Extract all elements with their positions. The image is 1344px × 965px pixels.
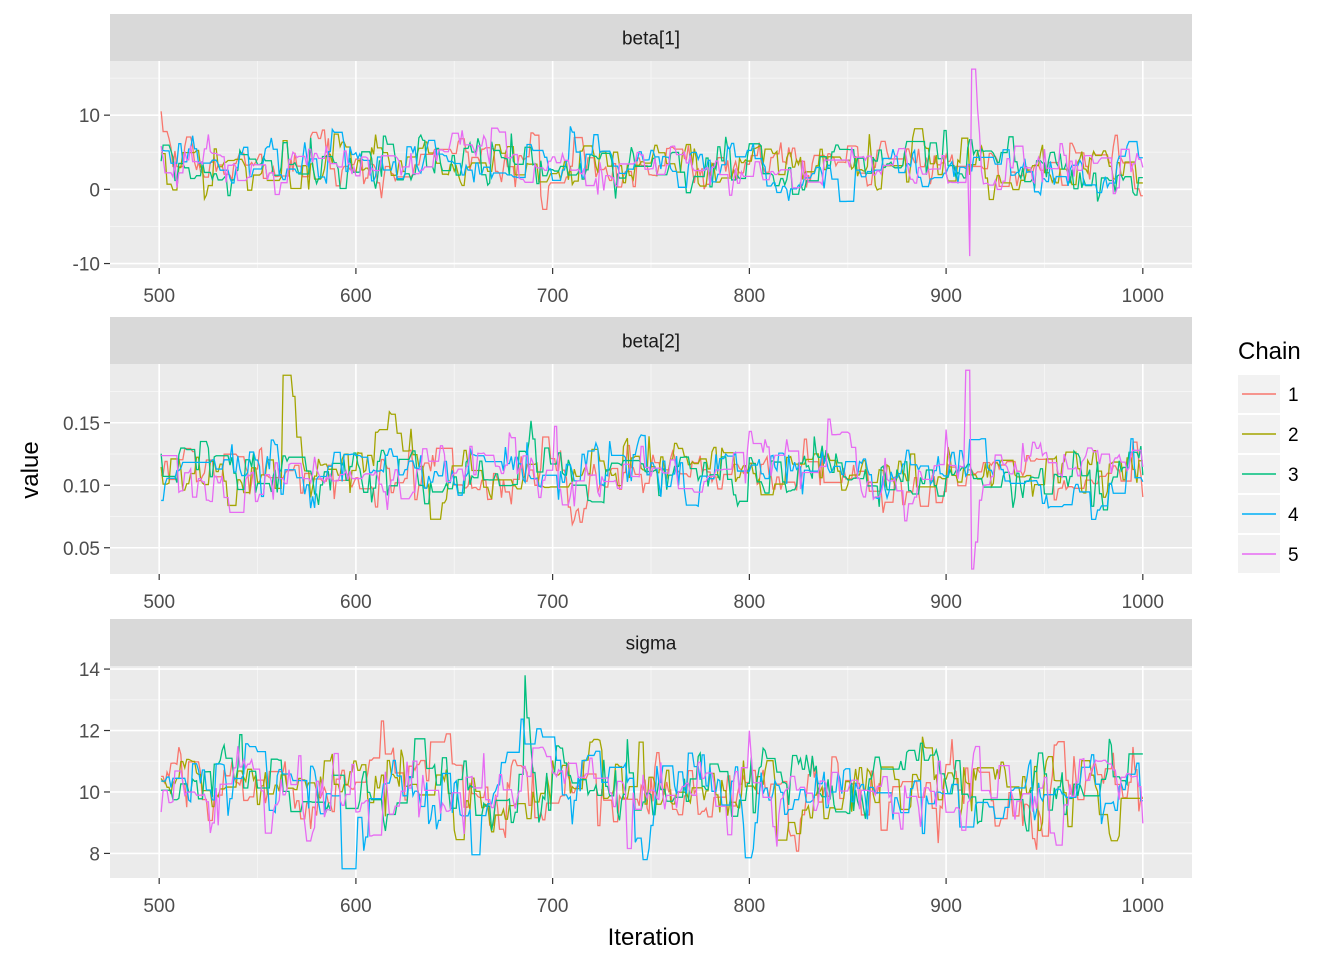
x-tick-label: 800 (734, 286, 766, 307)
chain-1-line (160, 111, 1143, 211)
x-tick-label: 800 (734, 592, 766, 613)
chain-3-line (161, 675, 1143, 832)
x-tick-label: 500 (143, 592, 175, 613)
x-tick-label: 600 (340, 286, 372, 307)
x-tick-label: 1000 (1122, 896, 1164, 917)
y-tick-label: 0.10 (63, 476, 100, 497)
x-tick-label: 600 (340, 896, 372, 917)
y-tick-label: 12 (79, 722, 100, 743)
x-tick-label: 1000 (1122, 286, 1164, 307)
x-axis-title: Iteration (608, 924, 695, 951)
x-tick-label: 1000 (1122, 592, 1164, 613)
x-tick-label: 800 (734, 896, 766, 917)
panel-strip (110, 317, 1192, 364)
chain-5-line (161, 369, 1144, 570)
legend-entry-label: 2 (1288, 425, 1299, 446)
chain-2-line (160, 736, 1143, 842)
panel-strip (110, 14, 1192, 61)
x-tick-label: 900 (930, 896, 962, 917)
x-tick-label: 700 (537, 896, 569, 917)
y-tick-label: 0 (89, 180, 100, 201)
chain-4-line (161, 718, 1143, 870)
x-tick-label: 700 (537, 592, 569, 613)
legend-entry-label: 3 (1288, 465, 1299, 486)
x-tick-label: 600 (340, 592, 372, 613)
chain-5-line (160, 730, 1144, 850)
y-tick-label: 0.15 (63, 414, 100, 435)
chain-4-line (161, 126, 1143, 203)
legend-entry-label: 4 (1288, 505, 1299, 526)
chain-2-line (160, 128, 1143, 202)
x-tick-label: 500 (143, 286, 175, 307)
x-tick-label: 700 (537, 286, 569, 307)
legend-entry-label: 5 (1288, 545, 1299, 566)
panel-strip-label: sigma (626, 634, 677, 655)
legend-title: Chain (1238, 338, 1301, 365)
panel-strip-label: beta[1] (622, 29, 680, 50)
y-tick-label: -10 (73, 255, 100, 276)
y-tick-label: 10 (79, 783, 100, 804)
y-tick-label: 0.05 (63, 539, 100, 560)
y-tick-label: 14 (79, 660, 101, 681)
chain-1-line (161, 720, 1143, 852)
x-tick-label: 500 (143, 896, 175, 917)
x-tick-label: 900 (930, 592, 962, 613)
legend-entry-label: 1 (1288, 385, 1299, 406)
y-tick-label: 8 (89, 844, 100, 865)
chain-4-line (161, 434, 1144, 521)
panel-strip-label: beta[2] (622, 332, 680, 353)
x-tick-label: 900 (930, 286, 962, 307)
chain-5-line (160, 68, 1144, 257)
y-tick-label: 10 (79, 106, 100, 127)
y-axis-title: value (17, 441, 44, 498)
panel-strip (110, 619, 1192, 666)
